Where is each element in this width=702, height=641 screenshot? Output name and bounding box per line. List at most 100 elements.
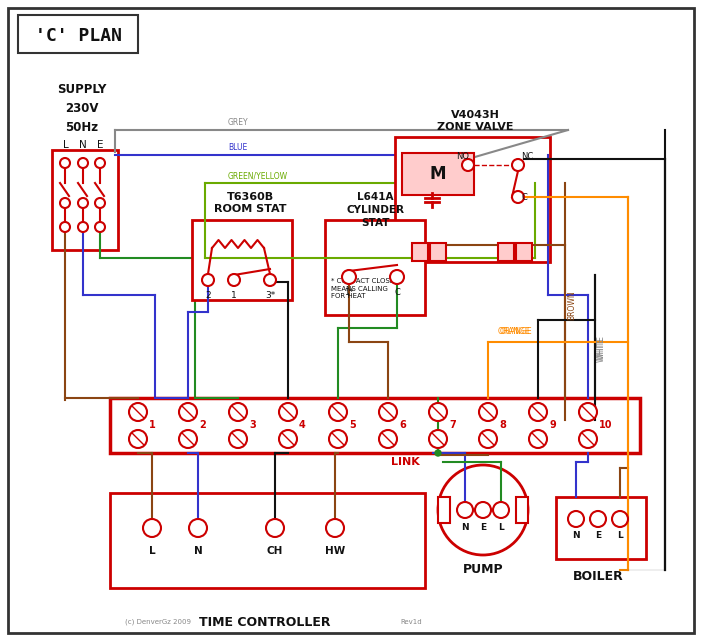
Circle shape — [78, 158, 88, 168]
Text: L: L — [149, 546, 155, 556]
Circle shape — [279, 430, 297, 448]
Bar — [110, 398, 640, 453]
Bar — [395, 137, 550, 262]
Text: E: E — [480, 523, 486, 532]
Circle shape — [129, 430, 147, 448]
Circle shape — [612, 511, 628, 527]
Circle shape — [529, 430, 547, 448]
Text: E: E — [595, 531, 601, 540]
Text: 7: 7 — [449, 420, 456, 430]
Bar — [556, 497, 646, 559]
Text: L: L — [617, 531, 623, 540]
Circle shape — [60, 222, 70, 232]
Text: L: L — [63, 140, 69, 150]
Circle shape — [493, 502, 509, 518]
Circle shape — [264, 274, 276, 286]
Text: PUMP: PUMP — [463, 563, 503, 576]
Circle shape — [78, 198, 88, 208]
Text: 2: 2 — [205, 291, 211, 300]
Circle shape — [512, 191, 524, 203]
Text: BLUE: BLUE — [228, 143, 247, 152]
Circle shape — [512, 159, 524, 171]
Circle shape — [379, 403, 397, 421]
Circle shape — [329, 430, 347, 448]
Text: 2: 2 — [199, 420, 206, 430]
Circle shape — [342, 270, 356, 284]
Text: HW: HW — [325, 546, 345, 556]
Text: TIME CONTROLLER: TIME CONTROLLER — [199, 615, 331, 628]
Text: WHITE: WHITE — [597, 338, 606, 362]
Circle shape — [229, 403, 247, 421]
Text: Rev1d: Rev1d — [400, 619, 422, 625]
Text: 5: 5 — [349, 420, 356, 430]
Circle shape — [435, 450, 441, 456]
Circle shape — [78, 222, 88, 232]
Circle shape — [202, 274, 214, 286]
Text: T6360B
ROOM STAT: T6360B ROOM STAT — [213, 192, 286, 213]
Text: 'C' PLAN: 'C' PLAN — [34, 27, 121, 45]
Bar — [412, 243, 428, 261]
Text: 3*: 3* — [265, 291, 275, 300]
Circle shape — [479, 403, 497, 421]
Text: WHITE: WHITE — [597, 335, 606, 360]
Circle shape — [329, 403, 347, 421]
Circle shape — [590, 511, 606, 527]
Bar — [325, 220, 425, 315]
Circle shape — [529, 403, 547, 421]
Text: L: L — [498, 523, 504, 532]
Circle shape — [475, 502, 491, 518]
Circle shape — [390, 270, 404, 284]
Text: 10: 10 — [599, 420, 613, 430]
Circle shape — [143, 519, 161, 537]
Bar — [516, 243, 532, 261]
Circle shape — [438, 465, 528, 555]
Circle shape — [60, 198, 70, 208]
Circle shape — [229, 430, 247, 448]
Text: N: N — [194, 546, 202, 556]
Text: * CONTACT CLOSED
MEANS CALLING
FOR HEAT: * CONTACT CLOSED MEANS CALLING FOR HEAT — [331, 278, 399, 299]
Text: C: C — [522, 192, 528, 201]
Text: 1: 1 — [231, 291, 237, 300]
Text: CH: CH — [267, 546, 283, 556]
Bar — [52, 150, 118, 250]
Text: 8: 8 — [499, 420, 506, 430]
Text: 4: 4 — [299, 420, 306, 430]
Text: ORANGE: ORANGE — [498, 327, 531, 336]
Circle shape — [429, 430, 447, 448]
Circle shape — [189, 519, 207, 537]
Circle shape — [266, 519, 284, 537]
Text: C: C — [394, 288, 400, 297]
Text: BOILER: BOILER — [573, 570, 623, 583]
Circle shape — [457, 502, 473, 518]
Text: NC: NC — [521, 152, 534, 161]
Text: 6: 6 — [399, 420, 406, 430]
Text: SUPPLY
230V
50Hz: SUPPLY 230V 50Hz — [58, 83, 107, 133]
Text: NO: NO — [456, 152, 469, 161]
Circle shape — [379, 430, 397, 448]
Bar — [110, 493, 425, 588]
Bar — [438, 497, 450, 523]
Text: L641A
CYLINDER
STAT: L641A CYLINDER STAT — [346, 192, 404, 228]
Text: GREY: GREY — [228, 118, 249, 127]
Circle shape — [179, 430, 197, 448]
Circle shape — [179, 403, 197, 421]
Text: N: N — [79, 140, 87, 150]
Text: (c) DenverGz 2009: (c) DenverGz 2009 — [125, 619, 191, 625]
Bar — [516, 497, 528, 523]
Text: V4043H
ZONE VALVE: V4043H ZONE VALVE — [437, 110, 513, 131]
Circle shape — [95, 222, 105, 232]
Circle shape — [279, 403, 297, 421]
Text: E: E — [97, 140, 103, 150]
Text: 1: 1 — [149, 420, 156, 430]
Bar — [192, 220, 292, 300]
Bar — [402, 153, 474, 195]
Circle shape — [95, 158, 105, 168]
Text: ORANGE: ORANGE — [500, 327, 533, 336]
Text: 9: 9 — [549, 420, 556, 430]
Text: 1*: 1* — [344, 288, 354, 297]
Text: BROWN: BROWN — [567, 290, 576, 320]
Circle shape — [429, 403, 447, 421]
Text: 3: 3 — [249, 420, 256, 430]
Circle shape — [60, 158, 70, 168]
Circle shape — [129, 403, 147, 421]
